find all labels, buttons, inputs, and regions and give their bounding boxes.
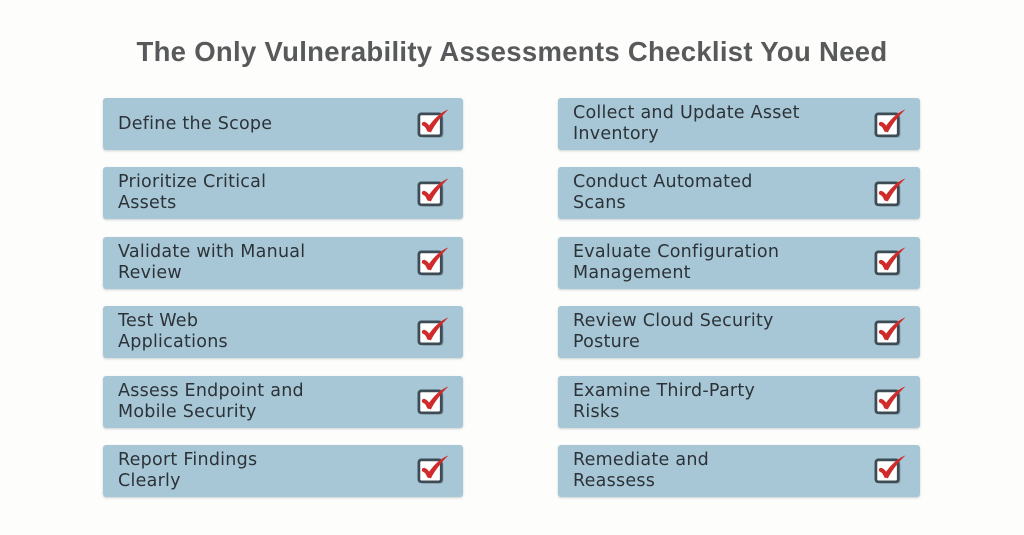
- checklist-item-line: Mobile Security: [118, 401, 257, 422]
- checklist-grid: Define the Scope Prioritize Critical Ass…: [103, 98, 921, 497]
- checklist-item-line: Inventory: [573, 124, 659, 144]
- checked-checkbox-icon[interactable]: [874, 385, 907, 416]
- checked-checkbox-icon[interactable]: [874, 246, 907, 277]
- checklist-item-test-web-applications: Test Web Applications: [103, 306, 463, 359]
- page-title: The Only Vulnerability Assessments Check…: [136, 36, 888, 67]
- checklist-item-line: Collect and Update Asset: [573, 103, 800, 123]
- checklist-item-collect-and-update-asset-inventory: Collect and Update Asset Inventory: [558, 98, 920, 150]
- checklist-item-line: Prioritize Critical: [118, 172, 267, 193]
- checklist-item-line: Validate with Manual: [118, 241, 306, 262]
- checked-checkbox-icon[interactable]: [874, 316, 907, 347]
- checklist-column-right: Collect and Update Asset Inventory Condu…: [558, 98, 920, 497]
- checklist-item-validate-with-manual-review: Validate with Manual Review: [103, 236, 463, 289]
- checklist-item-line: Management: [573, 262, 691, 283]
- checklist-item-line: Assess Endpoint and: [118, 380, 304, 401]
- checked-checkbox-icon[interactable]: [874, 177, 907, 208]
- checklist-item-remediate-and-reassess: Remediate and Reassess: [558, 444, 920, 497]
- checklist-item-report-findings-clearly: Report Findings Clearly: [103, 444, 463, 497]
- checked-checkbox-icon[interactable]: [874, 108, 907, 139]
- checklist-column-left: Define the Scope Prioritize Critical Ass…: [103, 98, 463, 497]
- checklist-item-label: Report Findings Clearly: [118, 450, 409, 492]
- checklist-item-line: Posture: [573, 332, 641, 353]
- checklist-item-line: Remediate and: [573, 449, 710, 470]
- checklist-item-line: Applications: [118, 332, 228, 353]
- checklist-item-evaluate-configuration-management: Evaluate Configuration Management: [558, 236, 920, 289]
- checklist-item-label: Collect and Update Asset Inventory: [573, 103, 866, 145]
- checklist-item-line: Reassess: [573, 470, 656, 491]
- checked-checkbox-icon[interactable]: [417, 454, 450, 485]
- checklist-item-assess-endpoint-and-mobile-security: Assess Endpoint and Mobile Security: [103, 375, 463, 428]
- checklist-item-line: Conduct Automated: [573, 172, 753, 193]
- checklist-item-label: Test Web Applications: [118, 311, 409, 353]
- checklist-item-label: Conduct Automated Scans: [573, 172, 866, 214]
- checklist-item-label: Prioritize Critical Assets: [118, 172, 409, 214]
- checklist-item-line: Assets: [118, 193, 177, 214]
- checklist-item-label: Review Cloud Security Posture: [573, 311, 866, 353]
- checklist-item-examine-third-party-risks: Examine Third-Party Risks: [558, 375, 920, 428]
- checklist-item-conduct-automated-scans: Conduct Automated Scans: [558, 167, 920, 220]
- checklist-item-label: Evaluate Configuration Management: [573, 242, 866, 284]
- checklist-item-line: Report Findings: [118, 449, 258, 470]
- checked-checkbox-icon[interactable]: [417, 246, 450, 277]
- checklist-item-prioritize-critical-assets: Prioritize Critical Assets: [103, 167, 463, 220]
- checklist-item-line: Test Web: [118, 311, 199, 332]
- checklist-item-label: Remediate and Reassess: [573, 450, 866, 492]
- checklist-item-label: Define the Scope: [118, 114, 409, 135]
- checklist-item-line: Risks: [573, 401, 620, 422]
- checklist-item-line: Define the Scope: [118, 113, 273, 134]
- checked-checkbox-icon[interactable]: [417, 177, 450, 208]
- checklist-item-review-cloud-security-posture: Review Cloud Security Posture: [558, 306, 920, 359]
- checklist-item-label: Assess Endpoint and Mobile Security: [118, 381, 409, 423]
- checklist-item-line: Examine Third-Party: [573, 380, 756, 401]
- checklist-item-line: Review: [118, 262, 182, 283]
- checked-checkbox-icon[interactable]: [417, 108, 450, 139]
- checklist-item-line: Scans: [573, 193, 626, 214]
- checklist-item-label: Validate with Manual Review: [118, 242, 409, 284]
- checked-checkbox-icon[interactable]: [417, 385, 450, 416]
- checklist-item-line: Review Cloud Security: [573, 311, 774, 332]
- checklist-item-label: Examine Third-Party Risks: [573, 381, 866, 423]
- checked-checkbox-icon[interactable]: [417, 316, 450, 347]
- checked-checkbox-icon[interactable]: [874, 454, 907, 485]
- checklist-item-line: Evaluate Configuration: [573, 241, 780, 262]
- checklist-item-line: Clearly: [118, 470, 181, 491]
- checklist-item-define-the-scope: Define the Scope: [103, 98, 463, 150]
